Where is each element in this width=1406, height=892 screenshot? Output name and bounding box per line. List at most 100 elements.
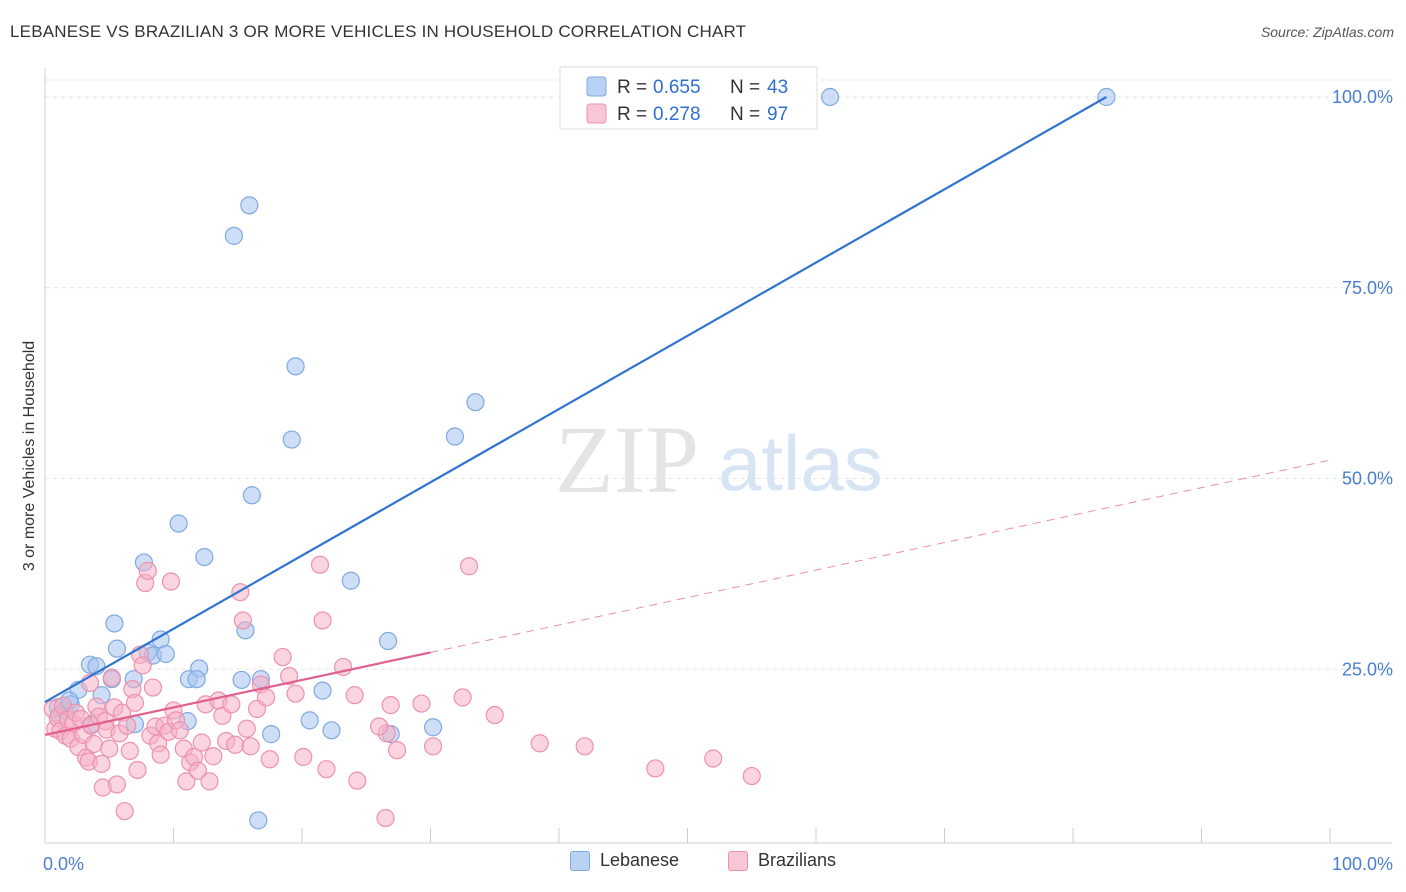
- brazilian-point: [387, 741, 407, 760]
- brazilian-point: [151, 745, 170, 764]
- brazilian-point: [222, 695, 241, 714]
- x-tick-label: 0.0%: [43, 854, 84, 874]
- y-tick-label: 75.0%: [1342, 278, 1393, 298]
- brazilian-point: [381, 696, 400, 715]
- lebanese-point: [224, 226, 243, 245]
- legend-item-lebanese[interactable]: Lebanese: [569, 850, 680, 871]
- lebanese-point: [105, 614, 124, 633]
- lebanese-swatch: [569, 850, 590, 871]
- lebanese-point: [107, 639, 127, 658]
- brazilian-point: [107, 775, 127, 794]
- brazilian-point: [376, 808, 395, 828]
- y-tick-label: 100.0%: [1332, 87, 1393, 107]
- brazilian-point: [260, 750, 279, 769]
- brazilian-point: [133, 656, 152, 675]
- brazilian-point: [177, 772, 196, 791]
- stats-n-label: N =: [730, 77, 760, 98]
- brazilian-point: [280, 667, 299, 686]
- brazilian-trendline: [44, 651, 431, 736]
- x-tick-label: 100.0%: [1332, 854, 1393, 874]
- brazilian-point: [233, 611, 252, 630]
- stats-legend: R = 0.655 N = 43 R = 0.278 N = 97: [559, 66, 818, 130]
- chart-title: LEBANESE VS BRAZILIAN 3 OR MORE VEHICLES…: [10, 22, 747, 41]
- brazilian-point: [92, 754, 111, 773]
- watermark-atlas: atlas: [718, 419, 883, 507]
- lebanese-point: [313, 681, 332, 700]
- brazilian-point: [226, 735, 245, 754]
- y-tick-label: 25.0%: [1342, 659, 1393, 679]
- lebanese-point: [300, 711, 319, 730]
- lebanese-point: [169, 514, 188, 533]
- brazilian-point: [204, 747, 223, 766]
- watermark-zip: ZIP: [555, 406, 699, 513]
- lebanese-point: [466, 393, 485, 412]
- stats-swatch: [586, 76, 607, 97]
- lebanese-point: [262, 725, 281, 744]
- legend-item-brazilians[interactable]: Brazilians: [728, 850, 836, 871]
- lebanese-point: [156, 644, 175, 664]
- brazilian-point: [100, 739, 119, 758]
- legend-label-lebanese: Lebanese: [599, 850, 680, 870]
- brazilian-point: [115, 802, 134, 821]
- stats-r-value: 0.278: [653, 104, 701, 125]
- brazilian-point: [313, 611, 332, 630]
- brazilian-point: [704, 749, 723, 768]
- brazilian-point: [188, 761, 208, 780]
- legend-label-brazilians: Brazilians: [758, 850, 837, 870]
- brazilian-point: [459, 557, 479, 576]
- stats-n-value: 97: [767, 104, 788, 125]
- brazilian-point: [125, 693, 145, 712]
- brazilian-point: [273, 647, 292, 667]
- lebanese-point: [242, 486, 261, 505]
- brazilian-point: [485, 705, 504, 725]
- stats-r-value: 0.655: [653, 77, 701, 98]
- stats-swatch: [586, 103, 607, 124]
- brazilian-point: [128, 760, 147, 780]
- brazilian-point: [575, 737, 594, 756]
- brazilian-point: [118, 716, 137, 735]
- brazilian-point: [345, 686, 364, 705]
- brazilian-point: [348, 771, 367, 790]
- series-brazilians: [43, 555, 761, 828]
- brazilian-point: [84, 734, 103, 754]
- lebanese-point: [341, 571, 360, 590]
- lebanese-point: [240, 196, 259, 215]
- lebanese-point: [445, 427, 465, 446]
- brazilian-point: [241, 737, 260, 756]
- brazilian-point: [102, 668, 121, 687]
- lebanese-point: [378, 631, 398, 651]
- lebanese-point: [821, 87, 840, 107]
- brazilian-point: [161, 572, 181, 591]
- y-tick-label: 50.0%: [1342, 469, 1393, 489]
- brazilian-point: [237, 719, 256, 738]
- lebanese-point: [195, 547, 214, 567]
- brazilian-point: [310, 555, 330, 574]
- brazilian-point: [646, 759, 665, 778]
- brazilian-point: [294, 747, 313, 767]
- brazilian-point: [192, 733, 211, 752]
- source-credit: Source: ZipAtlas.com: [1260, 24, 1394, 40]
- brazilian-point: [530, 734, 549, 753]
- brazilian-point: [200, 772, 219, 791]
- stats-r-label: R =: [617, 104, 647, 125]
- brazilian-point: [256, 688, 276, 707]
- lebanese-point: [423, 718, 443, 737]
- brazilian-point: [143, 678, 163, 697]
- brazilian-point: [286, 684, 305, 703]
- lebanese-trendline: [44, 96, 1107, 704]
- lebanese-point: [322, 721, 341, 740]
- brazilian-point: [170, 721, 190, 740]
- lebanese-point: [232, 670, 251, 690]
- lebanese-point: [249, 811, 268, 830]
- brazilian-point: [370, 717, 389, 736]
- lebanese-point: [286, 357, 305, 376]
- stats-n-label: N =: [730, 104, 760, 125]
- brazilian-point: [317, 760, 336, 779]
- stats-n-value: 43: [767, 77, 788, 98]
- brazilian-point: [742, 766, 761, 786]
- brazilian-point: [423, 737, 443, 756]
- lebanese-point: [282, 430, 301, 449]
- lebanese-point: [187, 670, 206, 689]
- brazilian-point: [120, 741, 139, 760]
